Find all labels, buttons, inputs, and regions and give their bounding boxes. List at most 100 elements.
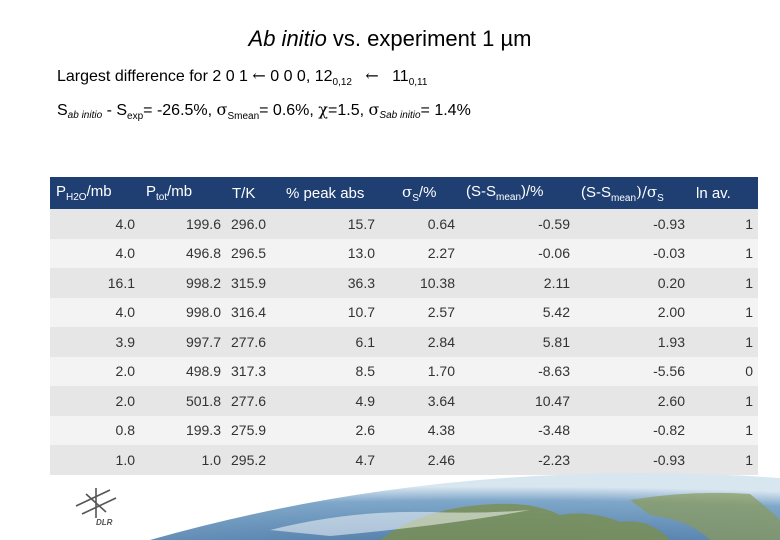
cell-p-h2o: 16.1 xyxy=(50,268,140,298)
cell-diff-normalized: 2.00 xyxy=(575,297,690,327)
dlr-logo: DLR xyxy=(72,488,120,528)
cell-p-tot: 998.0 xyxy=(140,297,226,327)
cell-peak-abs: 4.9 xyxy=(280,386,380,416)
statistics-line: Sab initio - Sexp= -26.5%, σSmean= 0.6%,… xyxy=(57,100,471,123)
table-row: 3.9 997.7 277.6 6.1 2.84 5.81 1.93 1 xyxy=(50,327,758,357)
cell-temperature: 277.6 xyxy=(226,386,280,416)
results-table: PH2O/mb Ptot/mb T/K % peak abs σS/% (S-S… xyxy=(50,177,758,475)
cell-diff-normalized: 1.93 xyxy=(575,327,690,357)
header-p-h2o: PH2O/mb xyxy=(50,177,140,209)
cell-p-tot: 498.9 xyxy=(140,356,226,386)
cell-p-h2o: 4.0 xyxy=(50,209,140,239)
cell-sigma-s: 2.46 xyxy=(380,445,460,475)
cell-sigma-s: 2.84 xyxy=(380,327,460,357)
cell-temperature: 317.3 xyxy=(226,356,280,386)
cell-diff: 2.11 xyxy=(460,268,575,298)
left-arrow-icon: ← xyxy=(252,66,266,85)
cell-temperature: 316.4 xyxy=(226,297,280,327)
cell-p-h2o: 3.9 xyxy=(50,327,140,357)
cell-sigma-s: 4.38 xyxy=(380,415,460,445)
cell-p-tot: 501.8 xyxy=(140,386,226,416)
svg-text:DLR: DLR xyxy=(96,518,113,527)
cell-p-h2o: 0.8 xyxy=(50,415,140,445)
cell-sigma-s: 0.64 xyxy=(380,209,460,239)
cell-p-tot: 997.7 xyxy=(140,327,226,357)
table-row: 2.0 498.9 317.3 8.5 1.70 -8.63 -5.56 0 xyxy=(50,356,758,386)
cell-p-tot: 1.0 xyxy=(140,445,226,475)
cell-p-tot: 199.3 xyxy=(140,415,226,445)
table-row: 2.0 501.8 277.6 4.9 3.64 10.47 2.60 1 xyxy=(50,386,758,416)
cell-p-tot: 496.8 xyxy=(140,238,226,268)
cell-diff-normalized: 0.20 xyxy=(575,268,690,298)
cell-temperature: 295.2 xyxy=(226,445,280,475)
left-arrow-icon: ← xyxy=(365,66,379,85)
cell-diff: -0.59 xyxy=(460,209,575,239)
slide-title: Ab initio vs. experiment 1 µm xyxy=(248,26,532,51)
table-body: 4.0 199.6 296.0 15.7 0.64 -0.59 -0.93 1 4.0 496.8… xyxy=(50,209,758,475)
header-sigma-s: σS/% xyxy=(380,177,460,209)
cell-p-tot: 199.6 xyxy=(140,209,226,239)
cell-ln-av: 1 xyxy=(690,238,758,268)
cell-ln-av: 1 xyxy=(690,327,758,357)
cell-diff: -0.06 xyxy=(460,238,575,268)
cell-diff: -2.23 xyxy=(460,445,575,475)
table-row: 0.8 199.3 275.9 2.6 4.38 -3.48 -0.82 1 xyxy=(50,415,758,445)
cell-p-h2o: 1.0 xyxy=(50,445,140,475)
cell-ln-av: 1 xyxy=(690,268,758,298)
earth-horizon-image xyxy=(150,470,780,540)
header-temperature: T/K xyxy=(226,177,280,209)
largest-difference-line: Largest difference for 2 0 1 ← 0 0 0, 12… xyxy=(57,66,428,89)
header-ln-av: ln av. xyxy=(690,177,758,209)
table-row: 4.0 199.6 296.0 15.7 0.64 -0.59 -0.93 1 xyxy=(50,209,758,239)
table-row: 4.0 496.8 296.5 13.0 2.27 -0.06 -0.03 1 xyxy=(50,238,758,268)
cell-ln-av: 1 xyxy=(690,445,758,475)
cell-peak-abs: 13.0 xyxy=(280,238,380,268)
table-row: 1.0 1.0 295.2 4.7 2.46 -2.23 -0.93 1 xyxy=(50,445,758,475)
cell-temperature: 275.9 xyxy=(226,415,280,445)
header-p-tot: Ptot/mb xyxy=(140,177,226,209)
cell-ln-av: 0 xyxy=(690,356,758,386)
cell-diff: -3.48 xyxy=(460,415,575,445)
header-diff-normalized: (S-Smean)/σS xyxy=(575,177,690,209)
table-row: 4.0 998.0 316.4 10.7 2.57 5.42 2.00 1 xyxy=(50,297,758,327)
cell-peak-abs: 10.7 xyxy=(280,297,380,327)
cell-diff-normalized: -5.56 xyxy=(575,356,690,386)
cell-sigma-s: 1.70 xyxy=(380,356,460,386)
cell-diff: 10.47 xyxy=(460,386,575,416)
cell-diff-normalized: -0.03 xyxy=(575,238,690,268)
cell-p-h2o: 4.0 xyxy=(50,238,140,268)
cell-peak-abs: 6.1 xyxy=(280,327,380,357)
cell-p-tot: 998.2 xyxy=(140,268,226,298)
cell-peak-abs: 8.5 xyxy=(280,356,380,386)
cell-temperature: 296.5 xyxy=(226,238,280,268)
cell-diff: -8.63 xyxy=(460,356,575,386)
cell-diff: 5.42 xyxy=(460,297,575,327)
cell-ln-av: 1 xyxy=(690,415,758,445)
cell-diff-normalized: 2.60 xyxy=(575,386,690,416)
cell-diff-normalized: -0.93 xyxy=(575,445,690,475)
cell-sigma-s: 2.57 xyxy=(380,297,460,327)
header-diff: (S-Smean)/% xyxy=(460,177,575,209)
cell-sigma-s: 3.64 xyxy=(380,386,460,416)
cell-diff: 5.81 xyxy=(460,327,575,357)
cell-p-h2o: 2.0 xyxy=(50,386,140,416)
cell-diff-normalized: -0.82 xyxy=(575,415,690,445)
cell-ln-av: 1 xyxy=(690,297,758,327)
cell-ln-av: 1 xyxy=(690,386,758,416)
cell-temperature: 315.9 xyxy=(226,268,280,298)
cell-peak-abs: 36.3 xyxy=(280,268,380,298)
header-peak-abs: % peak abs xyxy=(280,177,380,209)
cell-p-h2o: 2.0 xyxy=(50,356,140,386)
cell-sigma-s: 2.27 xyxy=(380,238,460,268)
cell-peak-abs: 2.6 xyxy=(280,415,380,445)
cell-peak-abs: 4.7 xyxy=(280,445,380,475)
cell-temperature: 296.0 xyxy=(226,209,280,239)
cell-diff-normalized: -0.93 xyxy=(575,209,690,239)
cell-temperature: 277.6 xyxy=(226,327,280,357)
cell-ln-av: 1 xyxy=(690,209,758,239)
cell-peak-abs: 15.7 xyxy=(280,209,380,239)
cell-sigma-s: 10.38 xyxy=(380,268,460,298)
cell-p-h2o: 4.0 xyxy=(50,297,140,327)
table-header-row: PH2O/mb Ptot/mb T/K % peak abs σS/% (S-S… xyxy=(50,177,758,209)
table-row: 16.1 998.2 315.9 36.3 10.38 2.11 0.20 1 xyxy=(50,268,758,298)
